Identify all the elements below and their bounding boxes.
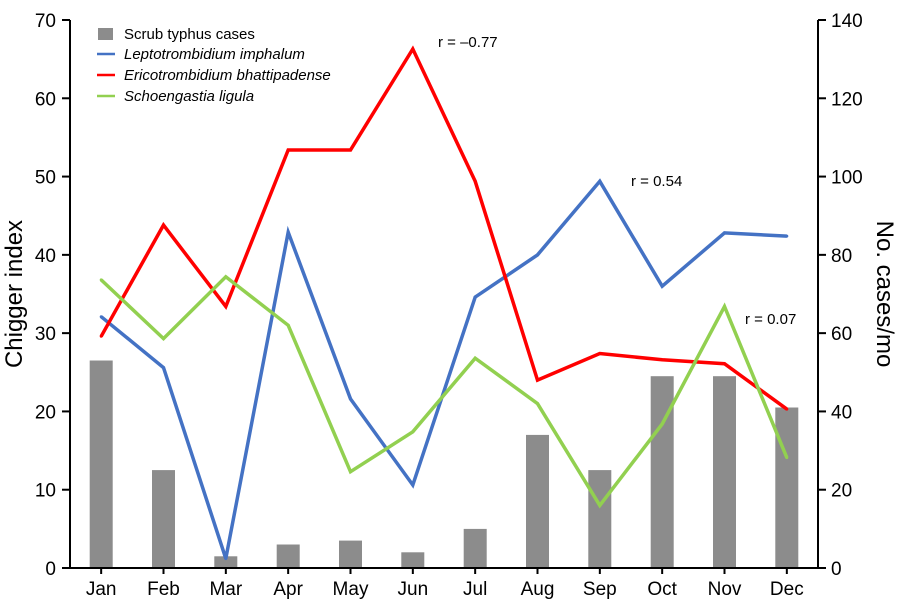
legend-label-series-0: Leptotrombidium imphalum bbox=[124, 46, 305, 63]
legend: Scrub typhus cases Leptotrombidium impha… bbox=[97, 26, 331, 105]
series-2-point-mar bbox=[224, 275, 228, 279]
series-1-point-may bbox=[349, 148, 352, 152]
bar-feb bbox=[152, 470, 175, 568]
series-0-point-nov bbox=[723, 231, 726, 235]
left-tick-label-60: 60 bbox=[35, 89, 56, 110]
bar-apr bbox=[276, 544, 300, 568]
series-0-point-aug bbox=[536, 253, 539, 257]
x-tick-label-may: May bbox=[333, 579, 369, 600]
series-0-point-oct bbox=[660, 284, 664, 288]
series-2-point-feb bbox=[162, 337, 165, 341]
legend-label-bars: Scrub typhus cases bbox=[124, 26, 255, 43]
right-axis-title: No. cases/mo bbox=[871, 221, 898, 368]
bar-oct bbox=[650, 376, 674, 568]
series-2-point-oct bbox=[660, 422, 664, 426]
series-1-point-aug bbox=[536, 378, 539, 382]
series-1-point-jul bbox=[473, 179, 477, 183]
legend-label-series-2: Schoengastia ligula bbox=[124, 88, 254, 105]
x-tick-label-sep: Sep bbox=[583, 579, 617, 600]
left-axis-ticks: 0 10 20 30 40 50 60 70 bbox=[35, 11, 70, 580]
series-2-point-dec bbox=[785, 456, 789, 460]
lines-layer bbox=[99, 45, 789, 561]
series-1-point-jan bbox=[99, 334, 103, 338]
series-0-point-jan bbox=[99, 315, 103, 319]
series-line-2 bbox=[99, 274, 789, 509]
bar-may bbox=[339, 540, 362, 568]
right-tick-label-100: 100 bbox=[831, 168, 863, 189]
series-0-point-jun bbox=[411, 483, 415, 487]
series-1-point-oct bbox=[660, 358, 664, 362]
series-0-point-sep bbox=[598, 179, 602, 183]
left-tick-label-40: 40 bbox=[35, 246, 56, 267]
x-tick-label-mar: Mar bbox=[209, 579, 242, 600]
series-0-point-mar bbox=[224, 557, 228, 561]
series-1-point-feb bbox=[162, 223, 165, 227]
series-0-point-dec bbox=[785, 234, 789, 238]
right-tick-label-140: 140 bbox=[831, 11, 863, 32]
series-line-1 bbox=[99, 45, 788, 411]
right-tick-label-20: 20 bbox=[831, 481, 852, 502]
bar-jan bbox=[89, 360, 113, 568]
legend-swatch-bars bbox=[98, 28, 113, 40]
series-0-point-feb bbox=[162, 366, 165, 370]
left-axis-title: Chigger index bbox=[1, 220, 28, 368]
series-1-point-apr bbox=[286, 148, 290, 152]
x-tick-label-nov: Nov bbox=[708, 579, 742, 600]
left-tick-label-20: 20 bbox=[35, 402, 56, 423]
left-tick-label-0: 0 bbox=[45, 559, 56, 580]
series-2-point-jul bbox=[473, 356, 477, 360]
left-tick-label-10: 10 bbox=[35, 481, 56, 502]
series-1-point-mar bbox=[224, 305, 228, 308]
x-tick-label-apr: Apr bbox=[273, 579, 303, 600]
series-2-point-sep bbox=[598, 503, 602, 507]
x-tick-label-jul: Jul bbox=[463, 579, 487, 600]
series-2-point-nov bbox=[723, 305, 726, 308]
right-tick-label-80: 80 bbox=[831, 246, 852, 267]
left-tick-label-70: 70 bbox=[35, 11, 56, 32]
right-tick-label-60: 60 bbox=[831, 324, 852, 345]
x-tick-label-oct: Oct bbox=[647, 579, 677, 600]
x-tick-label-aug: Aug bbox=[521, 579, 555, 600]
series-2-point-may bbox=[349, 470, 352, 474]
annotation-r-schoengastia: r = 0.07 bbox=[745, 311, 796, 328]
series-2-point-apr bbox=[286, 323, 290, 327]
series-1-point-sep bbox=[598, 352, 602, 355]
bar-nov bbox=[713, 376, 736, 568]
right-axis-ticks: 0 20 40 60 80 100 120 140 bbox=[818, 11, 863, 580]
series-2-point-aug bbox=[536, 402, 539, 406]
bar-aug bbox=[526, 434, 549, 568]
left-tick-label-30: 30 bbox=[35, 324, 56, 345]
series-0-point-may bbox=[349, 397, 352, 401]
series-1-point-jun bbox=[411, 47, 415, 51]
annotation-r-leptotrombidium: r = 0.54 bbox=[631, 173, 682, 190]
bar-dec bbox=[775, 407, 799, 568]
x-tick-label-feb: Feb bbox=[147, 579, 180, 600]
series-2-point-jun bbox=[411, 430, 415, 434]
right-tick-label-0: 0 bbox=[831, 559, 842, 580]
x-axis-ticks: Jan Feb Mar Apr May Jun Jul Aug Sep Oct Nov Dec bbox=[86, 568, 804, 600]
left-tick-label-50: 50 bbox=[35, 168, 56, 189]
series-2-point-jan bbox=[99, 278, 103, 282]
bar-jun bbox=[401, 552, 425, 568]
right-tick-label-120: 120 bbox=[831, 89, 863, 110]
series-0-point-jul bbox=[473, 295, 477, 299]
bar-mar bbox=[214, 556, 238, 568]
x-tick-label-dec: Dec bbox=[770, 579, 804, 600]
series-line-0 bbox=[100, 178, 787, 560]
legend-label-series-1: Ericotrombidium bhattipadense bbox=[124, 67, 331, 84]
series-1-point-dec bbox=[785, 407, 789, 411]
bar-sep bbox=[588, 470, 612, 568]
series-1-point-nov bbox=[723, 362, 726, 366]
series-0-point-apr bbox=[286, 230, 290, 234]
bar-jul bbox=[463, 528, 487, 568]
x-tick-label-jan: Jan bbox=[86, 579, 117, 600]
x-tick-label-jun: Jun bbox=[398, 579, 429, 600]
annotation-r-ericotrombidium: r = –0.77 bbox=[438, 34, 498, 51]
right-tick-label-40: 40 bbox=[831, 402, 852, 423]
